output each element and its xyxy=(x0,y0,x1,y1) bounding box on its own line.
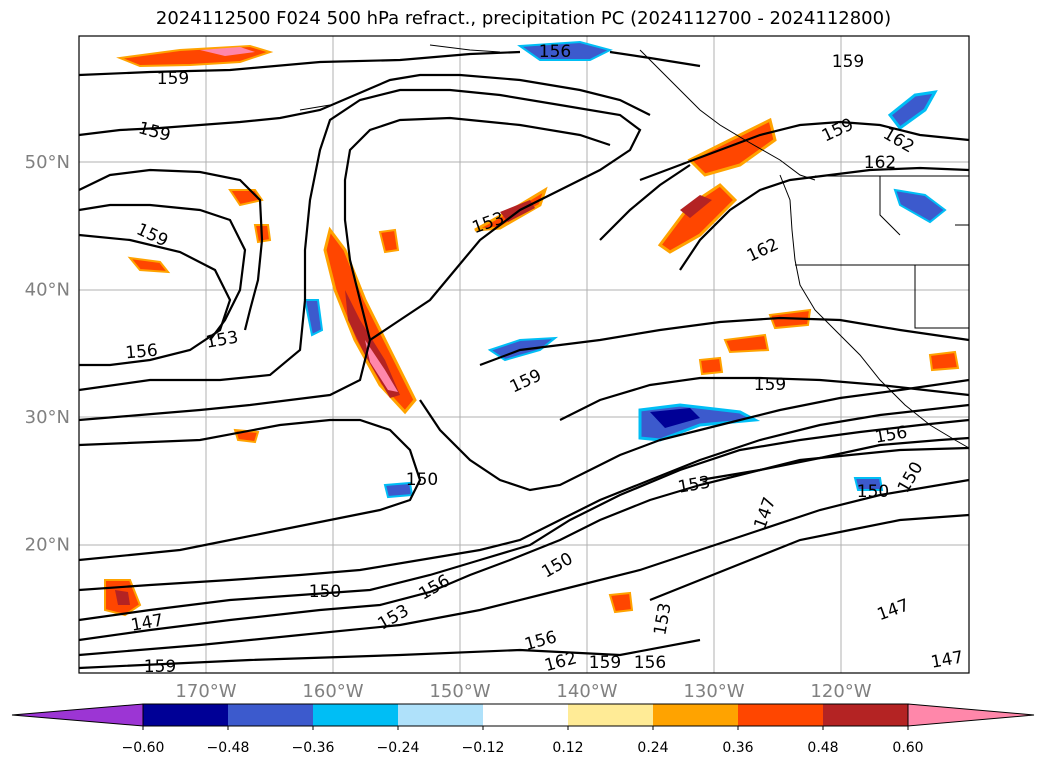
contour-line xyxy=(78,638,701,670)
refractivity-contours xyxy=(78,50,970,670)
colorbar-tick-label: −0.48 xyxy=(207,740,250,756)
map-frame xyxy=(78,35,970,674)
colorbar-tick-label: −0.24 xyxy=(377,740,420,756)
precip-blob xyxy=(323,226,417,415)
precip-blob xyxy=(893,188,947,224)
latitude-label: 50°N xyxy=(25,152,70,173)
longitude-labels: 170°W 160°W 150°W 140°W 130°W 120°W xyxy=(175,681,871,702)
contour-line xyxy=(78,436,970,642)
precip-blob xyxy=(723,333,770,354)
colorbar-outline xyxy=(142,703,909,727)
precip-blob xyxy=(687,117,777,177)
precip-blob xyxy=(887,90,938,131)
colorbar-tick-label: 0.60 xyxy=(892,740,923,756)
contour-line xyxy=(78,233,232,367)
longitude-label: 140°W xyxy=(556,681,617,702)
contour-label: 162 xyxy=(864,153,896,173)
contour-line xyxy=(78,116,611,422)
colorbar-extend-max xyxy=(907,703,1035,727)
latitude-labels: 50°N 40°N 30°N 20°N xyxy=(25,152,70,556)
contour-label: 159 xyxy=(589,653,621,673)
precip-blob xyxy=(127,256,171,274)
contour-label: 159 xyxy=(754,375,786,395)
colorbar-swatch xyxy=(568,704,653,726)
colorbar-tick-label: −0.36 xyxy=(292,740,335,756)
precip-blob xyxy=(303,299,324,337)
longitude-label: 150°W xyxy=(429,681,490,702)
contour-line xyxy=(78,73,651,137)
contour-line xyxy=(78,203,247,341)
colorbar-tick-label: 0.24 xyxy=(637,740,668,756)
colorbar-tick-label: −0.12 xyxy=(462,740,505,756)
longitude-label: 170°W xyxy=(175,681,236,702)
colorbar-extend-min xyxy=(11,703,144,727)
longitude-label: 160°W xyxy=(302,681,363,702)
precip-blob xyxy=(698,356,724,376)
longitude-label: 130°W xyxy=(683,681,744,702)
precip-blob xyxy=(115,590,130,605)
contour-label: 159 xyxy=(832,52,864,72)
precip-blob xyxy=(853,477,884,491)
contour-label: 156 xyxy=(539,42,571,62)
colorbar-tick-label: 0.48 xyxy=(807,740,838,756)
contour-label: 159 xyxy=(144,657,176,677)
contour-line xyxy=(78,88,642,392)
contour-line xyxy=(479,316,970,367)
colorbar-swatch xyxy=(823,704,908,726)
contour-line xyxy=(639,120,970,182)
contour-label: 150 xyxy=(309,582,341,602)
contour-line xyxy=(649,513,970,602)
precip-blob xyxy=(365,340,398,392)
latitude-label: 30°N xyxy=(25,407,70,428)
contour-label: 156 xyxy=(634,653,666,673)
precip-blob xyxy=(517,40,613,61)
contour-label: 159 xyxy=(157,69,189,89)
contour-line xyxy=(78,418,970,622)
colorbar-swatch xyxy=(313,704,398,726)
contour-line xyxy=(78,168,264,331)
contour-line xyxy=(699,446,970,482)
contour-label: 150 xyxy=(406,470,438,490)
contour-line xyxy=(599,164,691,241)
precip-blob xyxy=(608,591,634,614)
latitude-label: 20°N xyxy=(25,535,70,556)
contour-line xyxy=(78,50,701,77)
contour-line xyxy=(419,378,970,492)
contour-line xyxy=(78,478,970,657)
precip-blob xyxy=(928,350,960,372)
longitude-label: 120°W xyxy=(810,681,871,702)
precip-blob xyxy=(680,195,712,218)
colorbar-swatch xyxy=(738,704,823,726)
precip-blob xyxy=(345,290,400,398)
contour-label: 150 xyxy=(857,482,889,502)
colorbar: −0.60 −0.48 −0.36 −0.24 −0.12 0.12 0.24 0.36 0.4… xyxy=(11,703,1035,756)
precip-blob xyxy=(378,228,400,254)
contour-line xyxy=(559,376,970,421)
colorbar-swatch xyxy=(653,704,738,726)
colorbar-tick-label: 0.36 xyxy=(722,740,753,756)
colorbar-tick-label: 0.12 xyxy=(552,740,583,756)
contour-label: 156 xyxy=(125,341,159,364)
contour-line xyxy=(679,166,970,271)
colorbar-swatch xyxy=(483,704,568,726)
colorbar-tick-label: −0.60 xyxy=(122,740,165,756)
map-title: 2024112500 F024 500 hPa refract., precip… xyxy=(155,8,892,29)
colorbar-swatch xyxy=(398,704,483,726)
colorbar-swatch xyxy=(143,704,228,726)
latitude-label: 40°N xyxy=(25,280,70,301)
contour-line xyxy=(78,403,970,592)
colorbar-swatch xyxy=(228,704,313,726)
precip-blob xyxy=(200,47,255,56)
contour-line xyxy=(78,418,422,562)
precip-blob xyxy=(650,408,700,428)
graticule xyxy=(79,36,969,673)
